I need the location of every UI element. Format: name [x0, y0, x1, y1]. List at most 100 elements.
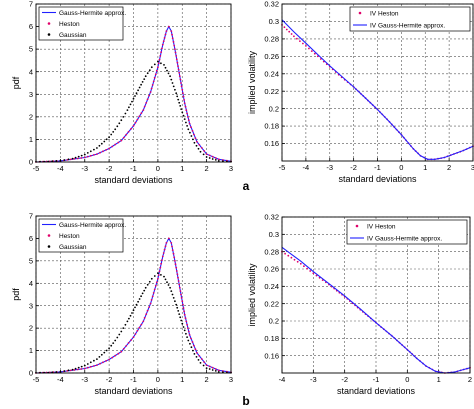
series-point — [180, 85, 183, 88]
series-point — [171, 82, 174, 84]
x-tick-label: -4 — [279, 375, 286, 384]
series-point — [154, 73, 157, 76]
series-point — [214, 368, 217, 370]
series-point — [175, 92, 178, 95]
series-point — [127, 106, 130, 109]
series-point — [185, 121, 187, 124]
series-point — [138, 298, 141, 300]
series-point — [178, 286, 181, 289]
series-point — [112, 131, 115, 133]
series-point — [103, 351, 106, 354]
series-point — [137, 300, 140, 303]
series-point — [178, 101, 181, 104]
series-point — [192, 138, 194, 141]
series-point — [69, 158, 72, 161]
series-point — [142, 109, 145, 111]
series-point — [86, 366, 89, 369]
series-point — [157, 274, 160, 276]
y-axis-label: pdf — [11, 76, 21, 89]
series-point — [134, 95, 136, 97]
series-point — [199, 362, 202, 364]
y-tick-label: 2 — [29, 324, 33, 333]
legend-box — [349, 6, 471, 32]
legend-swatch — [47, 22, 51, 25]
legend-label: IV Heston — [367, 223, 396, 230]
series-point — [196, 140, 198, 143]
series-point — [155, 281, 158, 284]
series-point — [86, 155, 89, 158]
y-tick-label: 5 — [29, 45, 33, 54]
series-point — [171, 245, 173, 248]
x-tick-label: 3 — [229, 375, 233, 384]
series-point — [130, 127, 133, 130]
series-point — [185, 109, 188, 111]
x-tick-label: -5 — [33, 164, 40, 173]
series-point — [143, 105, 146, 108]
x-tick-label: 0 — [405, 375, 409, 384]
series-point — [138, 326, 141, 329]
series-point — [135, 303, 138, 306]
series-point — [167, 72, 170, 75]
series-point — [67, 158, 70, 161]
x-tick-label: -1 — [373, 375, 380, 384]
series-point — [308, 47, 310, 50]
legend-label: IV Gauss-Hermite approx. — [370, 22, 445, 29]
series-point — [150, 87, 153, 90]
series-point — [124, 323, 127, 326]
series-point — [177, 280, 180, 282]
series-point — [134, 333, 137, 335]
series-point — [177, 310, 180, 312]
series-point — [74, 367, 77, 370]
series-point — [283, 26, 286, 29]
series-point — [190, 346, 193, 349]
series-point — [170, 78, 173, 81]
series-point — [164, 66, 167, 69]
series-point — [214, 159, 217, 161]
y-tick-label: 0.26 — [264, 265, 279, 274]
series-point — [190, 135, 193, 137]
series-point — [180, 82, 182, 84]
series-point — [183, 99, 186, 101]
series-point — [178, 75, 181, 78]
series-point — [194, 137, 197, 140]
series-point — [146, 72, 149, 75]
series-point — [118, 122, 121, 125]
series-point — [172, 85, 175, 88]
series-point — [183, 102, 186, 105]
series-point — [126, 320, 129, 323]
series-point — [194, 348, 197, 351]
series-point — [99, 151, 101, 154]
series-point — [208, 157, 211, 159]
series-point — [142, 320, 145, 323]
series-point — [202, 153, 205, 156]
x-tick-label: -4 — [57, 164, 64, 173]
y-tick-label: 0.22 — [264, 87, 279, 96]
y-tick-label: 4 — [29, 67, 33, 76]
series-point — [132, 309, 135, 312]
series-point — [108, 347, 110, 350]
y-tick-label: 7 — [29, 212, 33, 221]
series-point — [132, 97, 135, 100]
series-point — [171, 293, 174, 296]
series-point — [116, 336, 119, 339]
series-point — [170, 242, 173, 244]
x-tick-label: 2 — [205, 375, 209, 384]
series-point — [181, 322, 184, 325]
series-point — [181, 300, 184, 303]
series-point — [157, 60, 159, 63]
series-point — [144, 75, 147, 78]
series-point — [114, 143, 117, 146]
series-point — [182, 303, 184, 306]
x-tick-label: -3 — [81, 164, 88, 173]
series-point — [171, 249, 174, 252]
series-point — [69, 369, 72, 372]
series-point — [193, 353, 196, 355]
series-point — [114, 354, 117, 357]
series-point — [148, 94, 151, 97]
series-point — [197, 147, 200, 150]
series-point — [155, 69, 158, 72]
series-point — [89, 361, 92, 364]
series-point — [132, 336, 135, 338]
y-tick-label: 2 — [29, 112, 33, 121]
series-point — [63, 370, 66, 372]
